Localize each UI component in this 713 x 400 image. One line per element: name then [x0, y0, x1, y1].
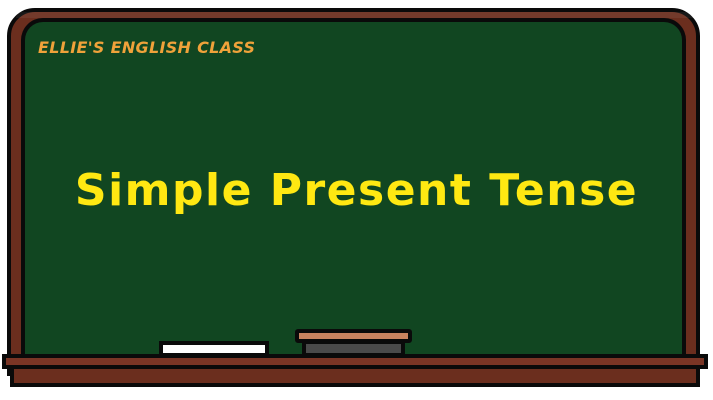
board-top-highlight — [16, 12, 697, 18]
eraser-felt — [302, 340, 405, 357]
chalkboard-frame — [7, 8, 700, 376]
chalkboard-surface — [21, 18, 686, 372]
chalk-icon — [159, 341, 269, 357]
chalk-ledge — [0, 354, 713, 388]
lesson-title: Simple Present Tense — [74, 165, 639, 216]
ledge-base — [10, 365, 700, 387]
class-name-label: ELLIE'S ENGLISH CLASS — [38, 38, 256, 57]
